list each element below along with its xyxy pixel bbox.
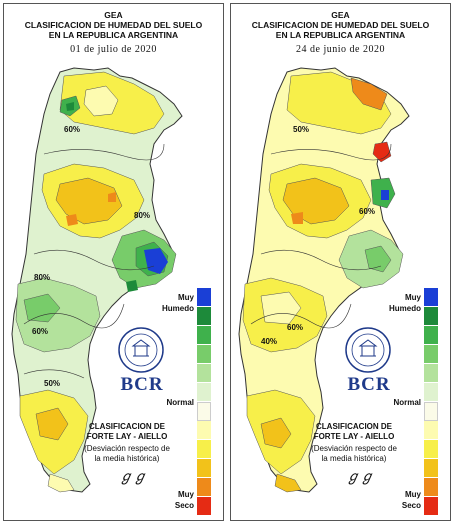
map-title: CLASIFICACION DE HUMEDAD DEL SUELO	[24, 20, 203, 30]
map-panel-july: 60% 80% 80% 60% 50% GEA CLASIFICACION DE…	[3, 3, 224, 521]
contour-label: 40%	[261, 337, 277, 346]
bcr-logo-text: BCR	[347, 374, 391, 395]
legend-swatch	[197, 383, 211, 402]
legend-swatch	[424, 402, 438, 421]
map-date: 01 de julio de 2020	[70, 44, 157, 55]
legend-scale	[197, 288, 211, 516]
bcr-seal-logo	[118, 327, 164, 373]
bcr-logo-text: BCR	[120, 374, 164, 395]
map-date: 24 de junio de 2020	[296, 44, 385, 55]
contour-label: 80%	[134, 211, 150, 220]
map-panel-june: 50% 60% 60% 40% GEA CLASIFICACION DE HUM…	[230, 3, 451, 521]
legend-wet-label: Humedo	[389, 304, 421, 313]
legend-swatch	[197, 497, 211, 516]
legend-swatch	[197, 288, 211, 307]
signature: ℊℊ	[119, 469, 147, 485]
legend-swatch	[197, 440, 211, 459]
org-title: GEA	[104, 10, 123, 20]
map-subtitle: EN LA REPUBLICA ARGENTINA	[48, 30, 179, 40]
legend-swatch	[424, 497, 438, 516]
legend-swatch	[424, 421, 438, 440]
classification-line: CLASIFICACION DE	[89, 422, 165, 431]
legend-swatch	[424, 459, 438, 478]
legend-swatch	[424, 288, 438, 307]
contour-label: 80%	[34, 273, 50, 282]
signature: ℊℊ	[346, 469, 374, 485]
org-title: GEA	[331, 10, 350, 20]
contour-label: 60%	[64, 125, 80, 134]
contour-label: 60%	[32, 327, 48, 336]
classification-note: (Desviación respecto de	[311, 444, 397, 453]
legend-swatch	[424, 478, 438, 497]
legend-swatch	[197, 459, 211, 478]
classification-note: (Desviación respecto de	[84, 444, 170, 453]
legend-swatch	[424, 307, 438, 326]
legend-swatch	[197, 345, 211, 364]
classification-note: la media histórica)	[321, 454, 387, 463]
legend-wet-label: Muy	[178, 293, 194, 302]
legend-dry-label: Muy	[178, 490, 194, 499]
legend-swatch	[197, 421, 211, 440]
legend-wet-label: Muy	[405, 293, 421, 302]
legend-swatch	[197, 402, 211, 421]
legend-swatch	[197, 307, 211, 326]
legend-swatch	[424, 326, 438, 345]
map-subtitle: EN LA REPUBLICA ARGENTINA	[275, 30, 406, 40]
legend-swatch	[424, 440, 438, 459]
contour-label: 50%	[293, 125, 309, 134]
legend-swatch	[197, 364, 211, 383]
legend-normal-label: Normal	[393, 398, 421, 407]
legend-swatch	[424, 383, 438, 402]
contour-label: 50%	[44, 379, 60, 388]
legend-dry-label: Muy	[405, 490, 421, 499]
legend-dry-label: Seco	[174, 501, 194, 510]
legend-swatch	[424, 364, 438, 383]
map-title: CLASIFICACION DE HUMEDAD DEL SUELO	[251, 20, 430, 30]
legend-swatch	[197, 326, 211, 345]
soil-moisture-map: 60% 80% 80% 60% 50%	[11, 67, 183, 493]
classification-note: la media histórica)	[94, 454, 160, 463]
legend-wet-label: Humedo	[162, 304, 194, 313]
contour-label: 60%	[287, 323, 303, 332]
classification-line: FORTE LAY - AIELLO	[313, 432, 395, 441]
bcr-seal-logo	[345, 327, 391, 373]
classification-line: CLASIFICACION DE	[316, 422, 392, 431]
soil-moisture-map: 50% 60% 60% 40%	[238, 67, 410, 493]
contour-label: 60%	[359, 207, 375, 216]
legend-swatch	[424, 345, 438, 364]
legend-dry-label: Seco	[401, 501, 421, 510]
classification-line: FORTE LAY - AIELLO	[86, 432, 168, 441]
legend-swatch	[197, 478, 211, 497]
legend-normal-label: Normal	[166, 398, 194, 407]
legend-scale	[424, 288, 438, 516]
